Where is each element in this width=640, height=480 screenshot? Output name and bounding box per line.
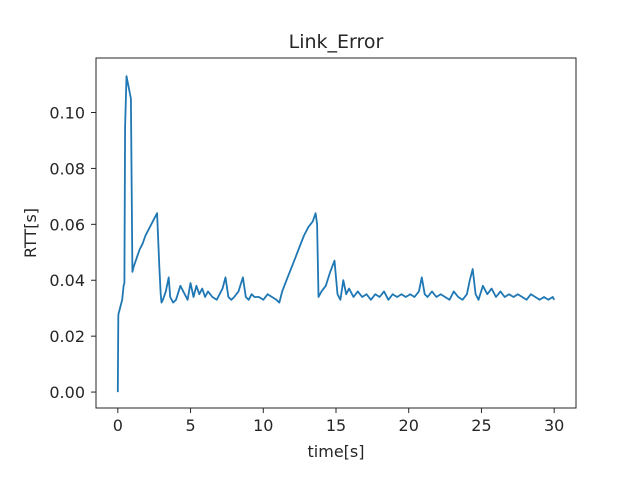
- x-tick-label: 15: [326, 416, 346, 435]
- y-tick-label: 0.08: [49, 159, 85, 178]
- rtt-series-line: [116, 75, 555, 393]
- chart-title: Link_Error: [289, 31, 384, 53]
- y-axis: 0.00 0.02 0.04 0.06 0.08 0.10: [49, 104, 96, 402]
- y-tick-label: 0.00: [49, 383, 85, 402]
- y-axis-label: RTT[s]: [21, 208, 40, 258]
- x-tick-label: 30: [544, 416, 564, 435]
- y-tick-label: 0.06: [49, 215, 85, 234]
- x-axis: 0 5 10 15 20 25 30: [113, 408, 564, 435]
- y-tick-label: 0.02: [49, 327, 85, 346]
- y-tick-label: 0.04: [49, 271, 85, 290]
- x-tick-label: 10: [253, 416, 273, 435]
- x-tick-label: 0: [113, 416, 123, 435]
- x-tick-label: 25: [471, 416, 491, 435]
- x-tick-label: 5: [185, 416, 195, 435]
- plot-frame: [95, 57, 577, 409]
- y-tick-label: 0.10: [49, 104, 85, 123]
- series-group: [116, 75, 555, 393]
- x-tick-label: 20: [399, 416, 419, 435]
- x-axis-label: time[s]: [308, 442, 365, 461]
